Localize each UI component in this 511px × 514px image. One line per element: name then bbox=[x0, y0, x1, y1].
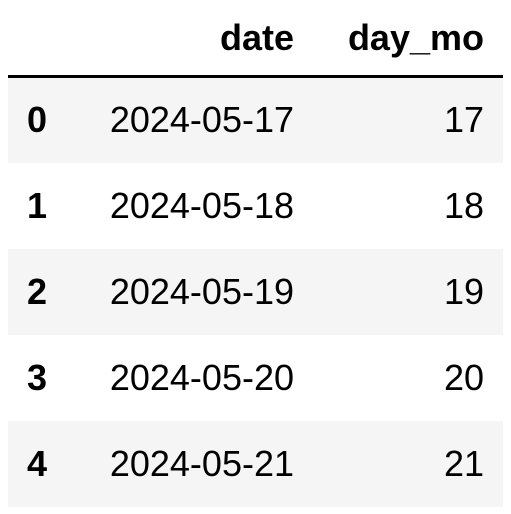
cell-date: 2024-05-20 bbox=[109, 356, 294, 398]
row-index: 4 bbox=[27, 442, 48, 484]
table-row: 3 2024-05-20 20 bbox=[8, 334, 503, 421]
row-index: 0 bbox=[27, 99, 48, 141]
table-row: 1 2024-05-18 18 bbox=[8, 162, 503, 249]
table-header: date day_mo bbox=[8, 0, 503, 78]
column-header-date: date bbox=[80, 0, 294, 78]
cell-day-mo: 18 bbox=[443, 184, 484, 226]
dataframe-table: date day_mo 0 2024-05-17 17 1 2024-05-18… bbox=[8, 0, 503, 507]
cell-date: 2024-05-21 bbox=[109, 442, 294, 484]
row-index: 1 bbox=[27, 184, 48, 226]
table-body: 0 2024-05-17 17 1 2024-05-18 18 2 2024-0… bbox=[8, 76, 503, 507]
table-row: 0 2024-05-17 17 bbox=[8, 76, 503, 163]
table-row: 2 2024-05-19 19 bbox=[8, 248, 503, 335]
cell-day-mo: 20 bbox=[443, 356, 484, 398]
column-header-day-mo: day_mo bbox=[294, 0, 503, 78]
cell-day-mo: 19 bbox=[443, 270, 484, 312]
cell-date: 2024-05-18 bbox=[109, 184, 294, 226]
cell-day-mo: 17 bbox=[443, 99, 484, 141]
cell-day-mo: 21 bbox=[443, 442, 484, 484]
table-row: 4 2024-05-21 21 bbox=[8, 420, 503, 507]
cell-date: 2024-05-19 bbox=[109, 270, 294, 312]
header-row: date day_mo bbox=[8, 0, 503, 78]
row-index: 2 bbox=[27, 270, 48, 312]
cell-date: 2024-05-17 bbox=[109, 99, 294, 141]
index-header bbox=[8, 0, 80, 78]
row-index: 3 bbox=[27, 356, 48, 398]
